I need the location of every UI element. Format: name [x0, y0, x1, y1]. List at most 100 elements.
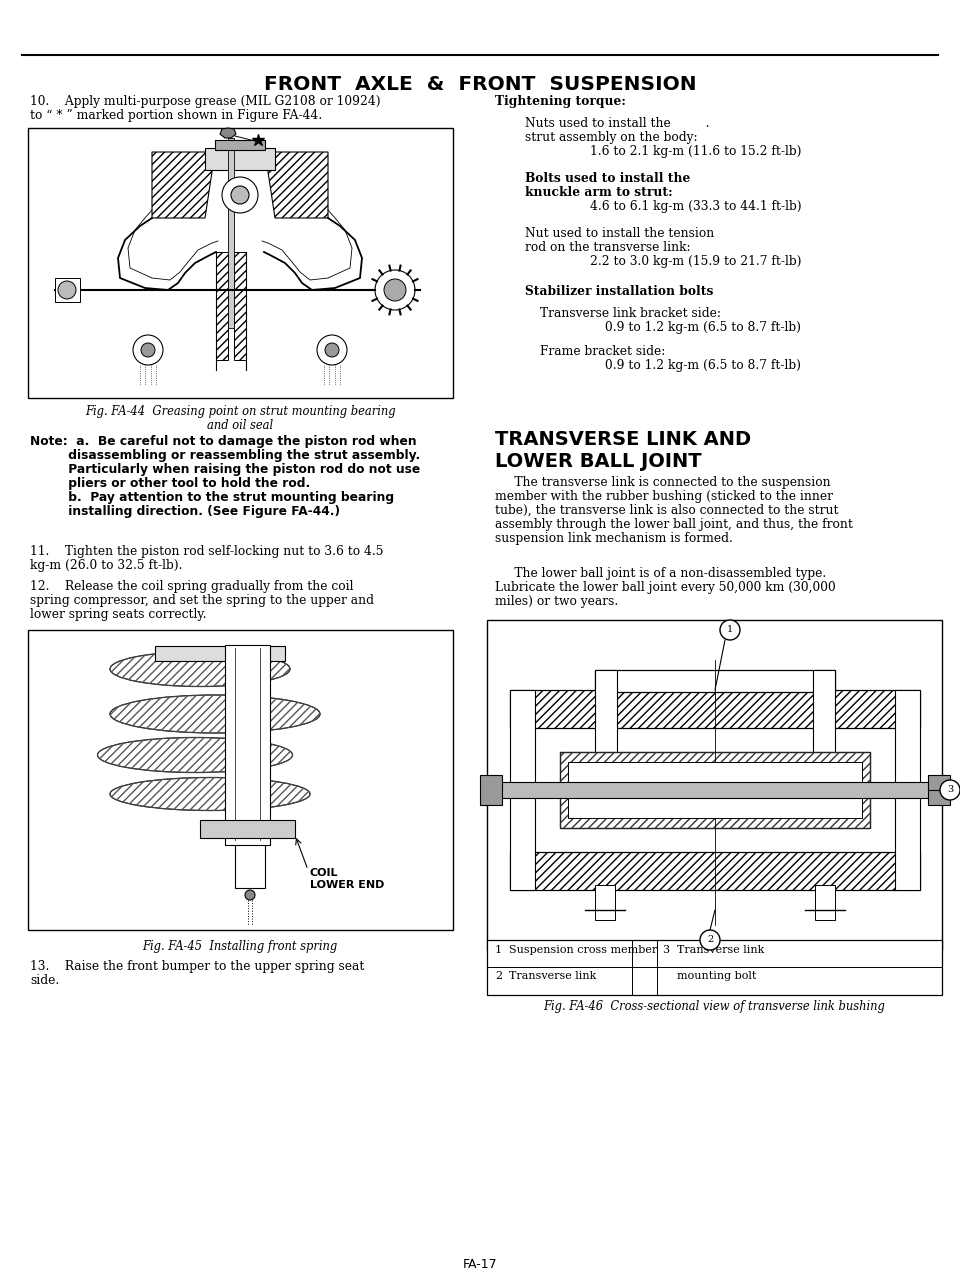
Text: Suspension cross member: Suspension cross member: [509, 945, 658, 955]
Text: Transverse link bracket side:: Transverse link bracket side:: [540, 307, 721, 320]
Text: disassembling or reassembling the strut assembly.: disassembling or reassembling the strut …: [30, 449, 420, 462]
Text: to “ * ” marked portion shown in Figure FA-44.: to “ * ” marked portion shown in Figure …: [30, 109, 323, 122]
Text: Note:  a.  Be careful not to damage the piston rod when: Note: a. Be careful not to damage the pi…: [30, 435, 417, 448]
Text: Fig. FA-45  Installing front spring: Fig. FA-45 Installing front spring: [142, 940, 338, 953]
Circle shape: [317, 335, 347, 365]
Circle shape: [58, 281, 76, 299]
Text: side.: side.: [30, 975, 60, 987]
Text: 0.9 to 1.2 kg-m (6.5 to 8.7 ft-lb): 0.9 to 1.2 kg-m (6.5 to 8.7 ft-lb): [605, 321, 801, 334]
Bar: [28, 631, 453, 930]
Text: miles) or two years.: miles) or two years.: [495, 595, 618, 608]
Text: installing direction. (See Figure FA-44.): installing direction. (See Figure FA-44.…: [30, 505, 340, 518]
Text: strut assembly on the body:: strut assembly on the body:: [525, 130, 698, 145]
Text: Transverse link: Transverse link: [677, 945, 764, 955]
Text: mounting bolt: mounting bolt: [677, 971, 756, 981]
Polygon shape: [265, 152, 328, 217]
Text: kg-m (26.0 to 32.5 ft-lb).: kg-m (26.0 to 32.5 ft-lb).: [30, 559, 182, 572]
Text: pliers or other tool to hold the rod.: pliers or other tool to hold the rod.: [30, 477, 310, 490]
Text: Stabilizer installation bolts: Stabilizer installation bolts: [525, 285, 713, 298]
Circle shape: [384, 279, 406, 301]
Text: COIL
LOWER END: COIL LOWER END: [310, 868, 384, 890]
Text: and oil seal: and oil seal: [207, 420, 273, 432]
Bar: [55, 278, 80, 302]
Bar: [487, 940, 942, 995]
Text: suspension link mechanism is formed.: suspension link mechanism is formed.: [495, 532, 732, 545]
Ellipse shape: [110, 778, 310, 811]
Circle shape: [245, 890, 255, 900]
Circle shape: [325, 343, 339, 357]
Circle shape: [375, 270, 415, 310]
Bar: [480, 775, 502, 804]
Text: Nuts used to install the         .: Nuts used to install the .: [525, 116, 709, 130]
Text: lower spring seats correctly.: lower spring seats correctly.: [30, 608, 206, 622]
Bar: [595, 670, 835, 692]
Text: Frame bracket side:: Frame bracket side:: [540, 345, 665, 358]
Text: Particularly when raising the piston rod do not use: Particularly when raising the piston rod…: [30, 463, 420, 476]
Text: knuckle arm to strut:: knuckle arm to strut:: [525, 185, 673, 200]
Text: 1: 1: [727, 625, 733, 634]
Bar: [560, 752, 870, 828]
Ellipse shape: [110, 651, 290, 687]
Text: FRONT  AXLE  &  FRONT  SUSPENSION: FRONT AXLE & FRONT SUSPENSION: [264, 75, 696, 93]
Text: Transverse link: Transverse link: [509, 971, 596, 981]
Text: Tightening torque:: Tightening torque:: [495, 95, 626, 107]
Text: assembly through the lower ball joint, and thus, the front: assembly through the lower ball joint, a…: [495, 518, 852, 531]
Text: 1: 1: [495, 945, 502, 955]
Text: 10.    Apply multi-purpose grease (MIL G2108 or 10924): 10. Apply multi-purpose grease (MIL G210…: [30, 95, 380, 107]
Circle shape: [222, 177, 258, 214]
Bar: [813, 670, 835, 790]
Bar: [595, 885, 615, 920]
Text: Bolts used to install the: Bolts used to install the: [525, 171, 690, 185]
Text: 2.2 to 3.0 kg-m (15.9 to 21.7 ft-lb): 2.2 to 3.0 kg-m (15.9 to 21.7 ft-lb): [590, 255, 802, 269]
Text: 3: 3: [947, 785, 953, 794]
Polygon shape: [216, 252, 228, 359]
Bar: [485, 781, 950, 798]
Text: Lubricate the lower ball joint every 50,000 km (30,000: Lubricate the lower ball joint every 50,…: [495, 581, 836, 593]
Text: Fig. FA-44  Greasing point on strut mounting bearing: Fig. FA-44 Greasing point on strut mount…: [84, 405, 396, 418]
Text: 2: 2: [495, 971, 502, 981]
Text: rod on the transverse link:: rod on the transverse link:: [525, 240, 690, 255]
Bar: [28, 128, 453, 398]
Text: 3: 3: [662, 945, 669, 955]
Circle shape: [940, 780, 960, 799]
Text: tube), the transverse link is also connected to the strut: tube), the transverse link is also conne…: [495, 504, 838, 517]
Text: member with the rubber bushing (sticked to the inner: member with the rubber bushing (sticked …: [495, 490, 833, 503]
Circle shape: [141, 343, 155, 357]
Bar: [510, 689, 920, 728]
Bar: [928, 775, 950, 804]
Bar: [568, 762, 862, 819]
Ellipse shape: [98, 738, 293, 773]
Text: Nut used to install the tension: Nut used to install the tension: [525, 226, 714, 240]
Circle shape: [231, 185, 249, 203]
Circle shape: [133, 335, 163, 365]
Text: b.  Pay attention to the strut mounting bearing: b. Pay attention to the strut mounting b…: [30, 491, 395, 504]
Circle shape: [700, 930, 720, 950]
Text: 13.    Raise the front bumper to the upper spring seat: 13. Raise the front bumper to the upper …: [30, 961, 365, 973]
Bar: [225, 645, 270, 845]
Text: LOWER BALL JOINT: LOWER BALL JOINT: [495, 451, 702, 471]
Text: 4.6 to 6.1 kg-m (33.3 to 44.1 ft-lb): 4.6 to 6.1 kg-m (33.3 to 44.1 ft-lb): [590, 200, 802, 214]
Text: The lower ball joint is of a non-disassembled type.: The lower ball joint is of a non-disasse…: [495, 567, 827, 579]
Bar: [510, 852, 920, 890]
Text: spring compressor, and set the spring to the upper and: spring compressor, and set the spring to…: [30, 593, 374, 608]
Bar: [228, 138, 234, 327]
Polygon shape: [234, 252, 246, 359]
Ellipse shape: [110, 694, 320, 733]
Polygon shape: [220, 128, 236, 138]
Bar: [205, 148, 275, 170]
Text: 0.9 to 1.2 kg-m (6.5 to 8.7 ft-lb): 0.9 to 1.2 kg-m (6.5 to 8.7 ft-lb): [605, 359, 801, 372]
Bar: [487, 620, 942, 950]
Bar: [235, 838, 265, 888]
Bar: [200, 820, 295, 838]
Text: FRONT: FRONT: [500, 785, 542, 796]
Bar: [215, 139, 265, 150]
Text: 1.6 to 2.1 kg-m (11.6 to 15.2 ft-lb): 1.6 to 2.1 kg-m (11.6 to 15.2 ft-lb): [590, 145, 802, 159]
Text: TRANSVERSE LINK AND: TRANSVERSE LINK AND: [495, 430, 751, 449]
Text: The transverse link is connected to the suspension: The transverse link is connected to the …: [495, 476, 830, 489]
Circle shape: [720, 620, 740, 640]
Bar: [895, 689, 920, 890]
Text: FA-17: FA-17: [463, 1259, 497, 1271]
Text: 2: 2: [707, 935, 713, 944]
Bar: [155, 646, 285, 661]
Polygon shape: [152, 152, 215, 217]
